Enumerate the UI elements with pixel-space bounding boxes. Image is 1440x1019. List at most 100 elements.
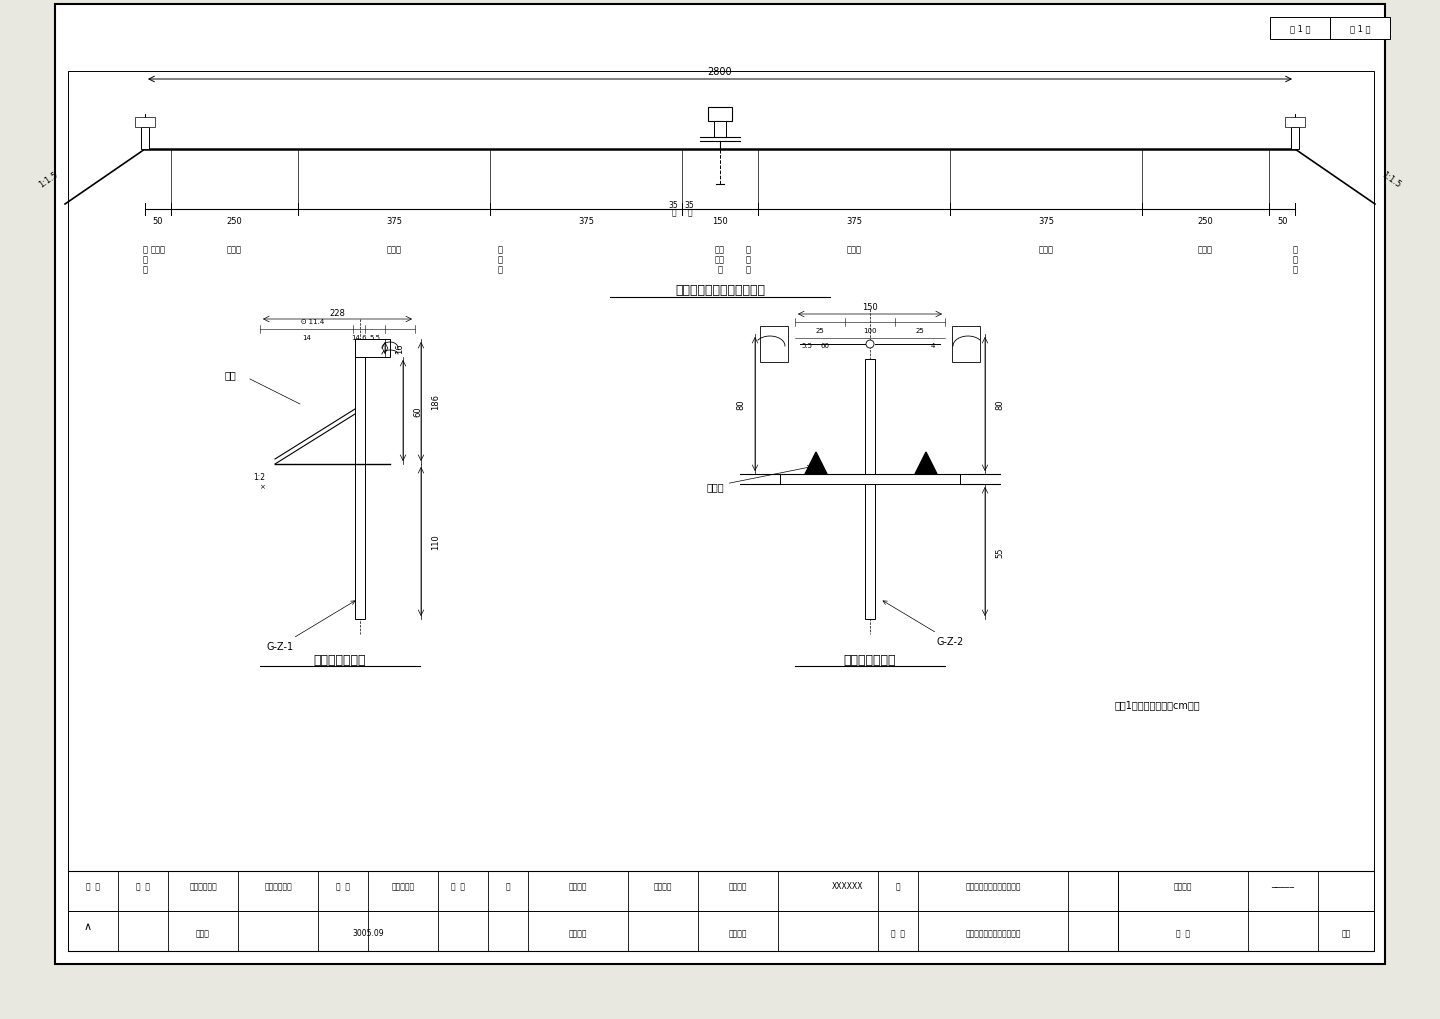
- Text: 护栏布设标准断面图（一）: 护栏布设标准断面图（一）: [965, 881, 1021, 891]
- Text: 碎路肩: 碎路肩: [1198, 245, 1212, 254]
- Bar: [1284, 118, 1305, 127]
- Text: 250: 250: [226, 217, 242, 226]
- Bar: [68, 72, 1374, 951]
- Text: 土
路
肩: 土 路 肩: [143, 245, 147, 274]
- Text: 25: 25: [916, 328, 924, 333]
- Text: 共 1 页: 共 1 页: [1349, 24, 1371, 34]
- Bar: [1117, 871, 1374, 951]
- Text: 375: 375: [847, 217, 863, 226]
- Text: 图  名: 图 名: [891, 928, 904, 937]
- Text: 土
路
肩: 土 路 肩: [1293, 245, 1297, 274]
- Text: G-Z-2: G-Z-2: [883, 601, 963, 646]
- Text: 专业总负责人: 专业总负责人: [264, 881, 292, 891]
- Text: 建设单位: 建设单位: [729, 881, 747, 891]
- Bar: [760, 327, 788, 363]
- Text: 35: 35: [685, 202, 694, 210]
- Text: 186: 186: [431, 394, 441, 410]
- Text: 5.5: 5.5: [802, 342, 812, 348]
- Bar: [780, 475, 960, 484]
- Text: 项目编号: 项目编号: [1174, 881, 1192, 891]
- Text: 图: 图: [896, 881, 900, 891]
- Polygon shape: [914, 452, 937, 475]
- Text: 55: 55: [995, 547, 1004, 557]
- Text: 图: 图: [505, 881, 510, 891]
- Text: 80: 80: [995, 399, 1004, 410]
- Text: 行车道: 行车道: [228, 245, 242, 254]
- Text: 375: 375: [1038, 217, 1054, 226]
- Text: 228: 228: [330, 308, 346, 317]
- Text: 图号: 图号: [1342, 928, 1351, 937]
- Text: 护栏布设标准断面图（一）: 护栏布设标准断面图（一）: [965, 928, 1021, 937]
- Text: ─────: ─────: [1272, 881, 1295, 891]
- Text: 50: 50: [1277, 217, 1287, 226]
- Text: 建设工程: 建设工程: [729, 928, 747, 937]
- Text: XXXXXX: XXXXXX: [832, 881, 864, 891]
- Bar: [356, 350, 364, 620]
- Text: 路侧护栏大样图: 路侧护栏大样图: [314, 653, 366, 665]
- Text: 250: 250: [1198, 217, 1214, 226]
- Text: 1:1.5: 1:1.5: [37, 170, 60, 190]
- Text: 中央护栏大样图: 中央护栏大样图: [844, 653, 896, 665]
- Text: 150: 150: [863, 304, 878, 312]
- Text: 审  查: 审 查: [135, 881, 150, 891]
- Text: 校  对: 校 对: [336, 881, 350, 891]
- Text: 375: 375: [386, 217, 402, 226]
- Text: 1:2: 1:2: [253, 472, 265, 481]
- Text: 行车道: 行车道: [847, 245, 861, 254]
- Text: 60: 60: [821, 342, 829, 348]
- Bar: [356, 339, 390, 358]
- Text: ×: ×: [259, 484, 265, 489]
- Text: 注：1、本图尺寸均以cm计。: 注：1、本图尺寸均以cm计。: [1115, 699, 1200, 709]
- Text: 图  号: 图 号: [1176, 928, 1189, 937]
- Text: 35: 35: [668, 202, 678, 210]
- Text: 3005.09: 3005.09: [353, 928, 384, 937]
- Text: 设计、计算: 设计、计算: [392, 881, 415, 891]
- Text: 设计总负责人: 设计总负责人: [189, 881, 217, 891]
- Bar: [1270, 18, 1390, 40]
- Text: 出图日期: 出图日期: [654, 881, 672, 891]
- Text: 项目名称: 项目名称: [569, 928, 588, 937]
- Polygon shape: [805, 452, 827, 475]
- Text: 16: 16: [395, 343, 405, 354]
- Text: 路
肩
带: 路 肩 带: [497, 245, 503, 274]
- Text: 施工图: 施工图: [196, 928, 210, 937]
- Text: 375: 375: [577, 217, 593, 226]
- Text: 标准横断面护栏布设位置图: 标准横断面护栏布设位置图: [675, 283, 765, 297]
- Text: 制  图: 制 图: [451, 881, 465, 891]
- Text: 4: 4: [930, 342, 935, 348]
- Text: ʘ 11.4: ʘ 11.4: [301, 319, 324, 325]
- Text: 80: 80: [736, 399, 744, 410]
- Text: 护肩: 护肩: [225, 370, 236, 380]
- Text: 100: 100: [863, 328, 877, 333]
- Text: 5.5: 5.5: [370, 334, 380, 340]
- Text: 150: 150: [713, 217, 727, 226]
- Text: 审  定: 审 定: [86, 881, 99, 891]
- Text: 行车道: 行车道: [387, 245, 402, 254]
- Bar: [952, 327, 981, 363]
- Text: 行车道: 行车道: [1038, 245, 1053, 254]
- Text: 25: 25: [815, 328, 824, 333]
- Bar: [135, 118, 156, 127]
- Text: 2800: 2800: [707, 67, 733, 76]
- Text: 50: 50: [153, 217, 163, 226]
- Bar: [865, 360, 876, 620]
- Text: 14.6: 14.6: [351, 334, 367, 340]
- Text: 60: 60: [413, 406, 422, 417]
- Text: 路: 路: [671, 208, 675, 217]
- Text: 碎路肩: 碎路肩: [150, 245, 166, 254]
- Text: 路: 路: [687, 208, 693, 217]
- Bar: [141, 127, 148, 150]
- Text: 1:1.5: 1:1.5: [1380, 170, 1403, 190]
- Bar: [708, 108, 732, 122]
- Text: 设计阶段: 设计阶段: [569, 881, 588, 891]
- Text: 14: 14: [302, 334, 311, 340]
- Text: 第 1 页: 第 1 页: [1290, 24, 1310, 34]
- Text: 110: 110: [431, 534, 441, 550]
- Text: 中央
分隔
带: 中央 分隔 带: [716, 245, 724, 274]
- Text: 路
缘
带: 路 缘 带: [746, 245, 750, 274]
- Bar: [1292, 127, 1299, 150]
- Circle shape: [865, 340, 874, 348]
- Text: ∧: ∧: [84, 921, 92, 931]
- Text: G-Z-1: G-Z-1: [266, 601, 354, 651]
- Bar: [714, 122, 726, 138]
